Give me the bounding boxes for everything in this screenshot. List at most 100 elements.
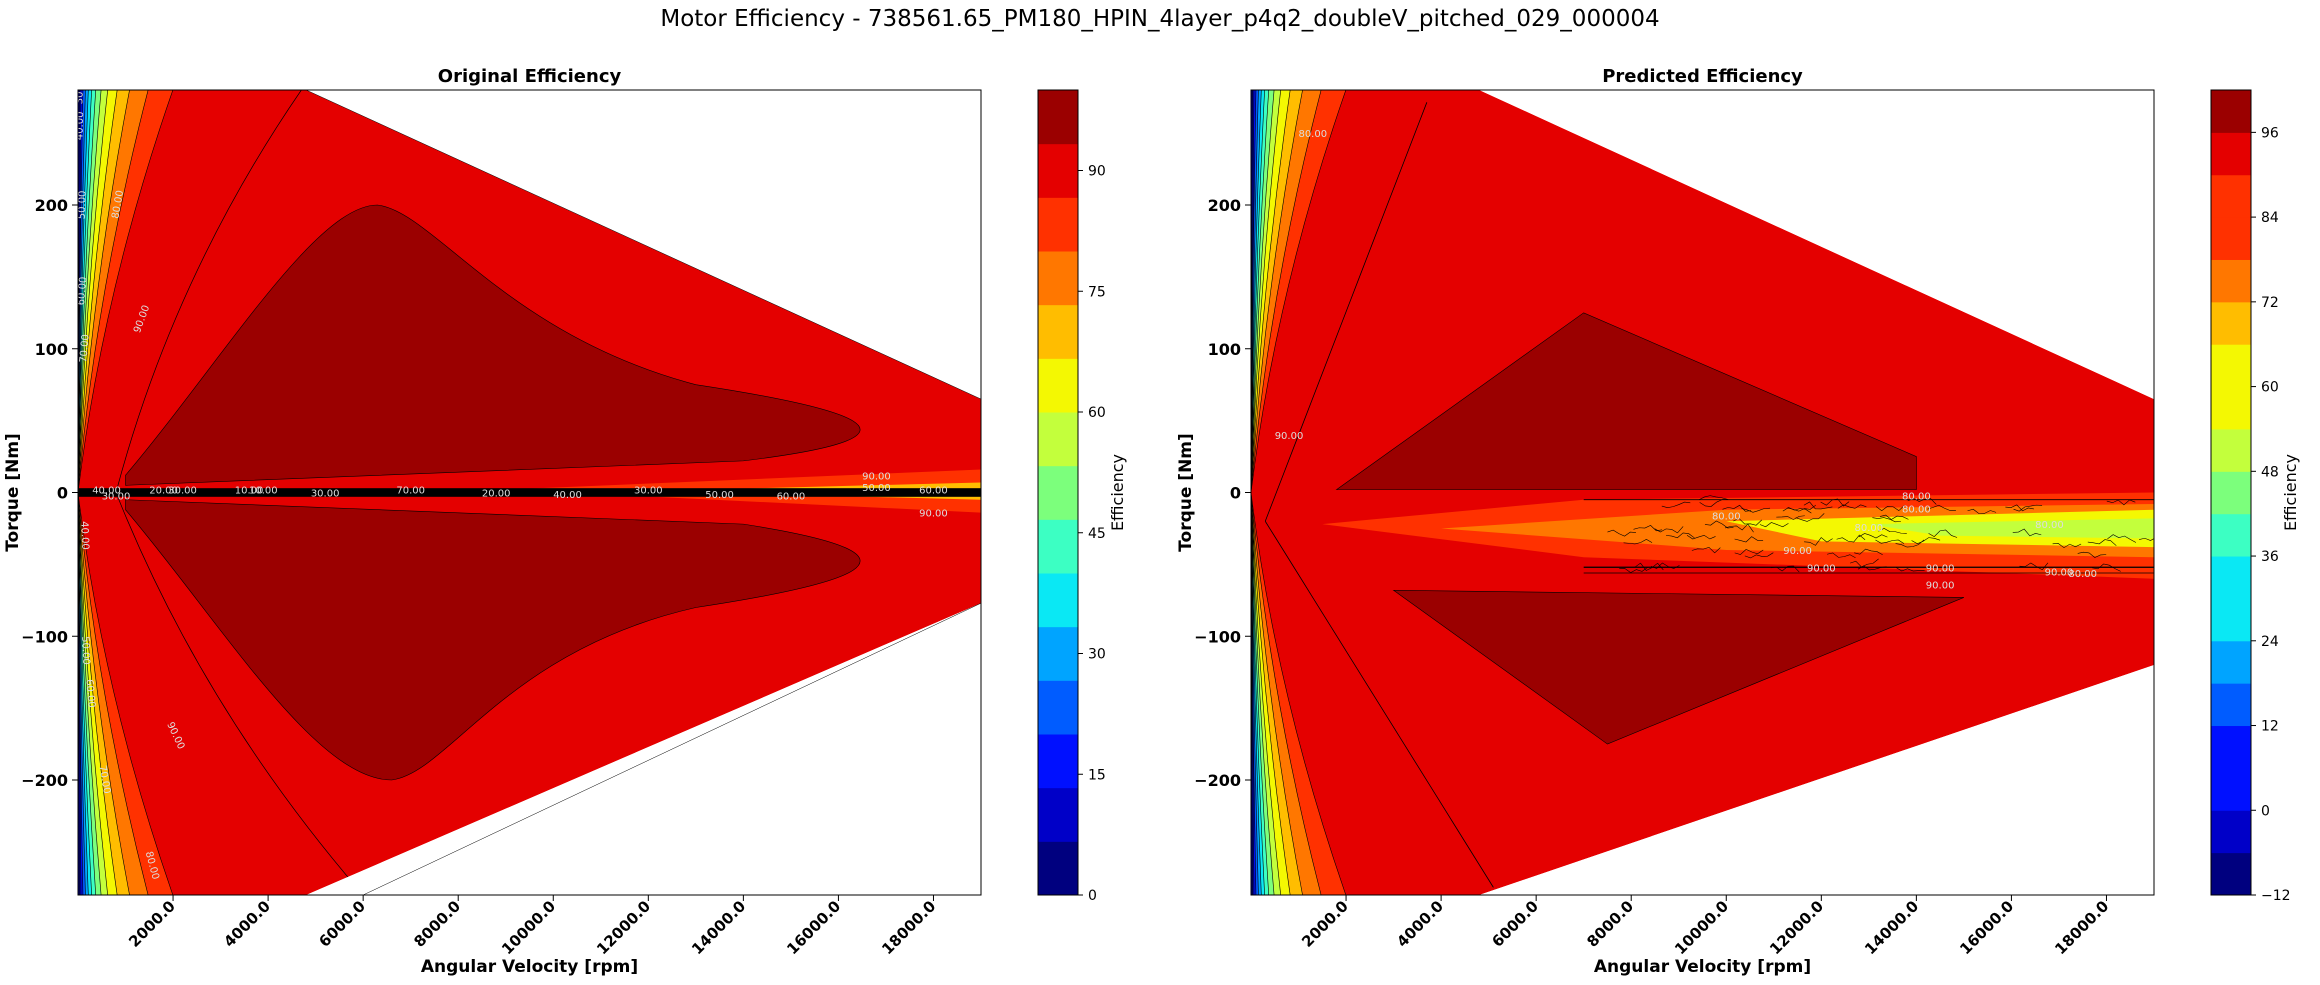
noise-contour-line [1875,505,1905,512]
noise-contour-line [1634,562,1664,571]
contour-label-8: 90.00 [1807,563,1836,574]
noise-contour-line [1619,567,1648,574]
chart-title: Predicted Efficiency [1602,66,1803,87]
x-tick-label: 18000.0 [878,897,939,958]
colorbar-tick-label: −12 [2261,888,2291,904]
colorbar-segment [1038,787,1078,842]
x-axis-label: Angular Velocity [rpm] [421,957,638,977]
contour-label-slope-11: 60.00 [83,679,96,708]
contour-label-slope-4: 60.00 [76,276,89,305]
noise-contour-line [1927,504,1956,511]
noise-contour-line [2107,534,2137,543]
colorbar-segment [1038,465,1078,520]
contour-label-slope-2: 80.00 [110,190,126,220]
colorbar-frame [1037,89,1079,896]
outside-envelope-upper [306,90,981,400]
noise-contour-line [1724,523,1754,533]
x-tick-label: 4000.0 [1393,897,1447,951]
noise-contour-line [1879,514,1909,520]
contour-label-3: 80.00 [1712,512,1741,523]
noise-contour-line [1872,517,1901,523]
noise-contour-line [1623,538,1653,545]
x-tick-label: 6000.0 [315,897,369,951]
noise-contour-line [2139,537,2154,541]
x-tick-label: 18000.0 [2051,897,2112,958]
noise-contour-line [1895,567,1925,572]
colorbar-segment [2211,852,2251,896]
noise-contour-line [1650,562,1680,569]
contour-90-lower [1264,521,1494,888]
contour-90-lower [115,492,364,895]
contour-label-7: 90.00 [1926,563,1955,574]
noise-contour-line [1734,536,1764,543]
contour-label-10: 90.00 [1926,581,1955,592]
contour-label-5: 10.00 [235,486,264,497]
contour-label-14: 50.00 [862,483,891,494]
colorbar-tick-label: 72 [2261,295,2279,311]
colorbar-segment [2211,217,2251,260]
noise-contour-line [1691,546,1721,554]
noise-contour-line [1744,552,1774,559]
noise-contour-line [2019,562,2049,571]
x-tick-label: 16000.0 [783,897,844,958]
noise-contour-line [1607,529,1637,537]
noise-contour-line [1854,548,1883,556]
x-tick-label: 14000.0 [1861,897,1922,958]
contour-label-1: 80.00 [1902,491,1931,502]
x-tick-label: 4000.0 [220,897,274,951]
envelope-line-upper [306,90,981,400]
noise-contour-line [1733,518,1763,526]
noise-contour-line [2005,504,2034,512]
colorbar-segment [1038,680,1078,735]
contour-label-13: 60.00 [777,491,806,502]
contour-label-slope-6: 40.00 [74,111,86,140]
y-axis-label: Torque [Nm] [1176,433,1196,552]
x-tick-label: 10000.0 [1671,897,1732,958]
colorbar-tick-label: 60 [1088,405,1106,421]
contour-label-15: 60.00 [919,486,948,497]
contour-label-10: 40.00 [553,490,582,501]
envelope-line-lower [363,602,981,895]
peak-efficiency-region-motoring [125,204,861,486]
colorbar-segment [2211,598,2251,642]
colorbar-tick-label: 24 [2261,634,2279,650]
colorbar-segment [2211,301,2251,345]
x-tick-label: 6000.0 [1488,897,1542,951]
noise-contour-line [1928,529,1958,538]
noise-contour-line [1698,495,1728,501]
y-axis-label: Torque [Nm] [3,433,23,552]
noise-contour-line [1804,537,1833,546]
colorbar-segment [2211,90,2251,133]
colorbar-segment [2211,428,2251,472]
colorbar-segment [2211,344,2251,388]
y-tick-label: −100 [1194,627,1241,646]
colorbar-segment [2211,259,2251,303]
colorbar-tick-label: 12 [2261,719,2279,735]
noise-contour-line [1633,525,1663,532]
contour-label-12: 90.00 [1275,431,1304,442]
noise-contour-line [1665,532,1695,539]
colorbar-segment [1038,626,1078,681]
colorbar-label: Efficiency [2281,454,2300,531]
noise-band-core [1868,518,2154,539]
colorbar-segment [1038,304,1078,359]
contour-label-slope-12: 50.00 [79,636,91,665]
noise-contour-line [1759,522,1789,528]
contour-label-slope-13: 40.00 [78,521,90,550]
noise-contour-line [1734,548,1764,555]
noise-contour-line [1741,507,1771,513]
colorbar-segment [2211,386,2251,430]
contour-label-5: 80.00 [2035,520,2064,531]
contour-label-11: 80.00 [2068,569,2097,580]
noise-contour-line [1967,508,1997,514]
colorbar-tick-label: 15 [1088,767,1106,783]
x-tick-label: 10000.0 [498,897,559,958]
contour-label-1: 40.00 [92,486,121,497]
colorbar-segment [2211,513,2251,557]
x-tick-label: 8000.0 [1583,897,1637,951]
noise-contour-line [2106,499,2136,506]
colorbar-tick-label: 45 [1088,526,1106,542]
